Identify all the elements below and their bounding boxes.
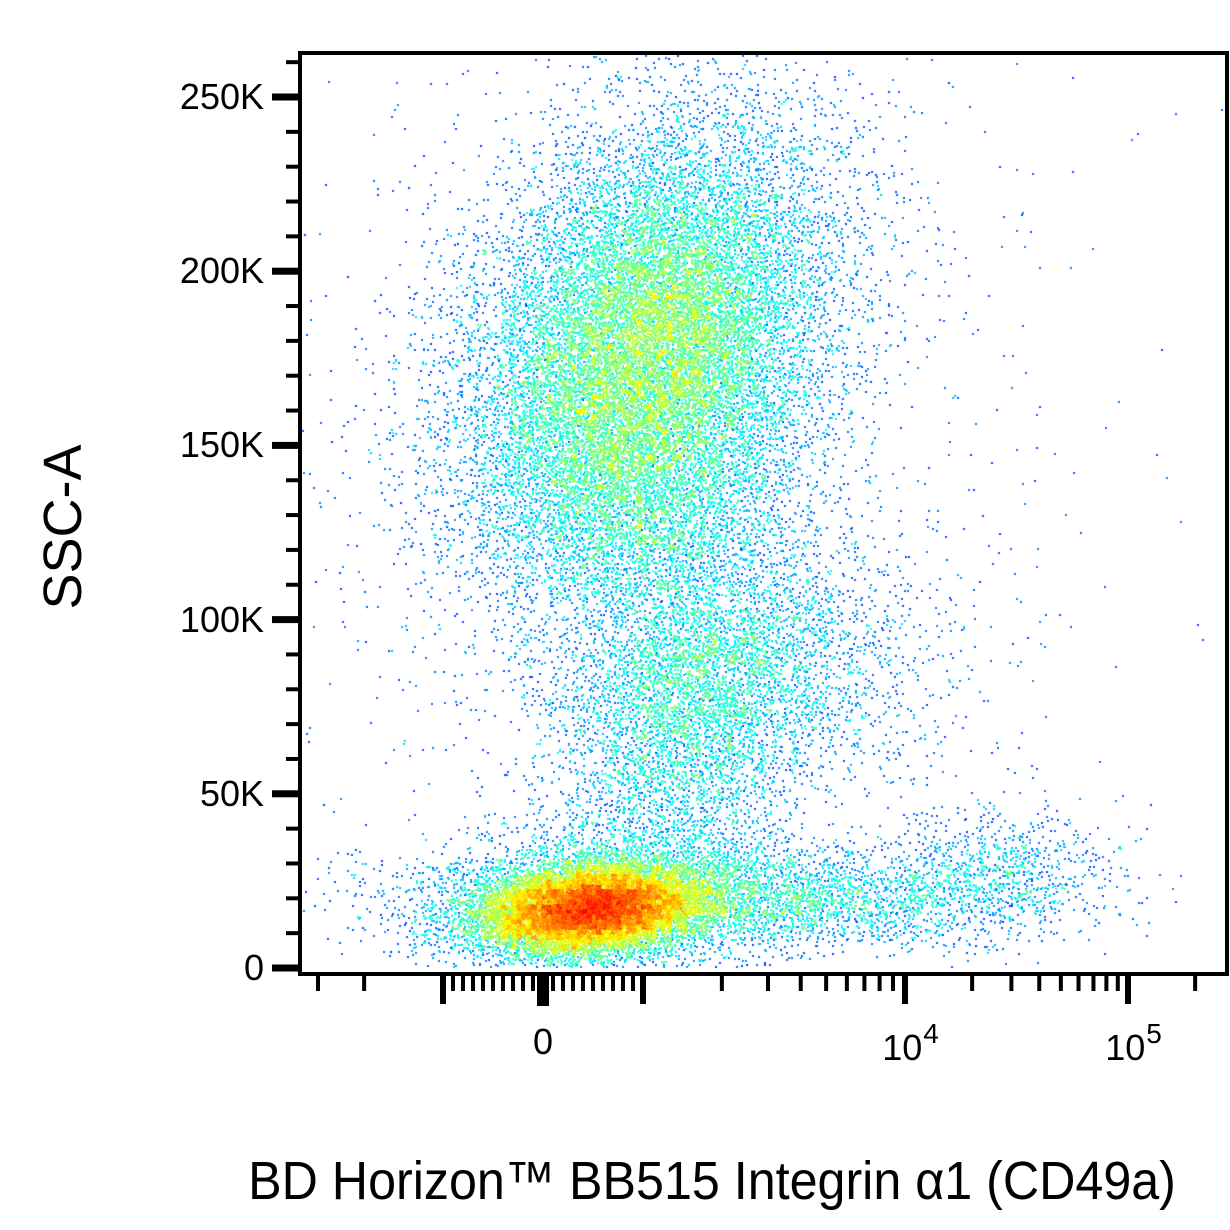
x-axis-minor-tick (1091, 976, 1096, 991)
x-axis-minor-tick (631, 976, 635, 991)
density-scatter-canvas (302, 55, 1225, 972)
x-axis-major-tick (640, 976, 646, 1004)
x-axis-minor-tick (461, 976, 465, 991)
y-axis-tick-label: 0 (243, 947, 264, 988)
x-axis-tick-label: 105 (1105, 1018, 1162, 1068)
x-axis-minor-tick (561, 976, 565, 991)
x-axis-minor-tick (315, 976, 320, 991)
y-axis-tick-label: 150K (179, 424, 264, 466)
x-axis-minor-tick (798, 976, 803, 991)
x-axis-minor-tick (551, 976, 555, 991)
x-axis-minor-tick (362, 976, 367, 991)
x-axis-minor-tick (891, 976, 896, 991)
y-axis-tick-label: 50K (199, 772, 264, 814)
x-axis-minor-tick (591, 976, 595, 991)
x-axis-minor-tick (766, 976, 771, 991)
x-axis-minor-tick (611, 976, 615, 991)
x-axis-tick-label: 104 (882, 1018, 939, 1068)
x-axis-title: BD Horizon™ BB515 Integrin α1 (CD49a) (248, 1151, 1176, 1211)
x-axis-minor-tick (824, 976, 829, 991)
x-axis-minor-tick (511, 976, 515, 991)
x-axis-minor-tick (491, 976, 495, 991)
x-axis-major-tick (537, 976, 549, 1006)
x-axis-minor-tick (970, 976, 975, 991)
x-axis-minor-tick (581, 976, 585, 991)
x-axis-minor-tick (571, 976, 575, 991)
x-axis-minor-tick (1115, 976, 1120, 991)
x-axis-tick-label: 0 (532, 1021, 554, 1062)
x-axis-major-tick (1125, 976, 1131, 1004)
x-axis-minor-tick (1037, 976, 1042, 991)
y-axis-tick-label: 250K (179, 76, 264, 117)
x-axis-minor-tick (1104, 976, 1109, 991)
x-axis-minor-tick (471, 976, 475, 991)
x-axis-minor-tick (621, 976, 625, 991)
x-axis-minor-tick (481, 976, 485, 991)
x-axis-minor-tick (1009, 976, 1014, 991)
x-axis-minor-tick (601, 976, 605, 991)
x-axis-minor-tick (451, 976, 455, 991)
x-axis-minor-tick (1193, 976, 1198, 991)
x-axis-minor-tick (531, 976, 535, 991)
x-axis-minor-tick (501, 976, 505, 991)
x-axis-minor-tick (844, 976, 849, 991)
x-axis-minor-tick (1058, 976, 1063, 991)
x-axis-minor-tick (719, 976, 724, 991)
x-axis-minor-tick (862, 976, 867, 991)
y-axis-tick-label: 100K (179, 598, 264, 640)
x-axis-minor-tick (1076, 976, 1081, 991)
x-axis-major-tick (902, 976, 908, 1004)
x-axis-minor-tick (877, 976, 882, 991)
y-axis-title: SSC-A (33, 444, 93, 610)
y-axis-tick-label: 200K (179, 250, 264, 292)
x-axis-minor-tick (521, 976, 525, 991)
x-axis-major-tick (440, 976, 446, 1004)
